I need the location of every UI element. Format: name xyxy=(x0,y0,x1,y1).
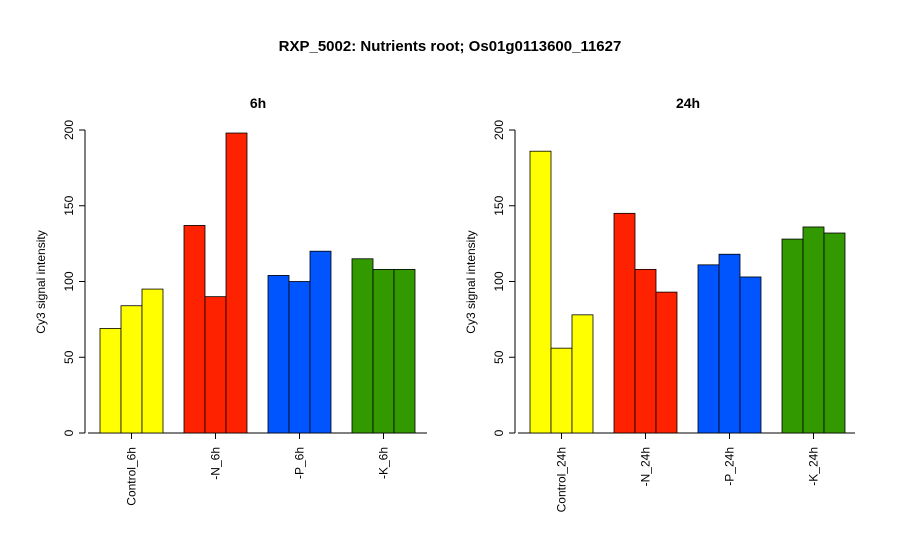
y-tick-label: 100 xyxy=(492,271,506,291)
y-tick-label: 100 xyxy=(62,271,76,291)
bar xyxy=(183,225,206,434)
bar xyxy=(351,258,374,434)
bar xyxy=(372,268,395,434)
x-tick-label: -P_24h xyxy=(723,447,737,486)
bar xyxy=(288,281,311,434)
bar xyxy=(634,268,657,434)
bar xyxy=(204,296,227,434)
bar xyxy=(267,275,290,434)
y-tick-label: 0 xyxy=(492,429,506,436)
y-tick-label: 150 xyxy=(62,195,76,215)
y-tick-label: 200 xyxy=(492,120,506,140)
panel-title: 24h xyxy=(676,95,700,111)
bar xyxy=(823,232,846,434)
bar xyxy=(529,150,552,434)
x-tick-label: -K_6h xyxy=(377,447,391,479)
y-axis-label: Cy3 signal intensity xyxy=(464,230,478,333)
bar xyxy=(141,288,164,434)
panel-title: 6h xyxy=(250,95,266,111)
x-tick-label: -K_24h xyxy=(807,447,821,486)
chart-main-title: RXP_5002: Nutrients root; Os01g0113600_1… xyxy=(278,38,622,55)
y-tick-label: 50 xyxy=(492,350,506,364)
bar xyxy=(697,264,720,434)
bar xyxy=(718,253,741,434)
bar xyxy=(550,347,573,434)
x-tick-label: Control_6h xyxy=(125,447,139,506)
bar xyxy=(99,328,122,434)
bar xyxy=(309,250,332,434)
bar xyxy=(781,238,804,434)
bar xyxy=(225,132,248,434)
y-tick-label: 200 xyxy=(62,120,76,140)
y-tick-label: 150 xyxy=(492,195,506,215)
bar xyxy=(613,212,636,434)
x-tick-label: -N_6h xyxy=(209,447,223,480)
bar xyxy=(120,305,143,434)
x-tick-label: -N_24h xyxy=(639,447,653,486)
y-axis-label: Cy3 signal intensity xyxy=(34,230,48,333)
x-tick-label: -P_6h xyxy=(293,447,307,479)
bar xyxy=(571,314,594,434)
x-tick-label: Control_24h xyxy=(555,447,569,512)
bar xyxy=(655,291,678,434)
bar xyxy=(393,268,416,434)
bar xyxy=(739,276,762,434)
bar xyxy=(802,226,825,434)
y-tick-label: 0 xyxy=(62,429,76,436)
y-tick-label: 50 xyxy=(62,350,76,364)
